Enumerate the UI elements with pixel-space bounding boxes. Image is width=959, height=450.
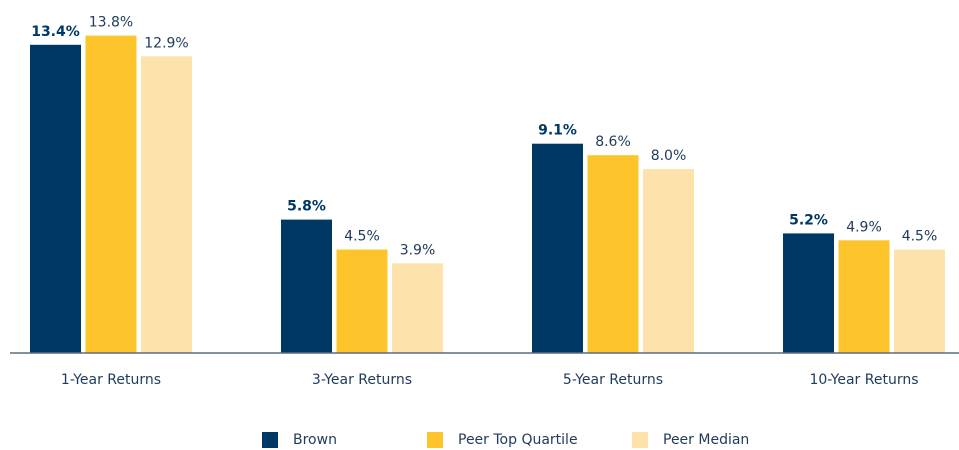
legend-label: Peer Top Quartile — [458, 432, 578, 448]
data-label: 13.4% — [31, 24, 80, 40]
x-tick-label: 5-Year Returns — [563, 372, 663, 388]
data-label: 4.9% — [846, 219, 882, 235]
legend-swatch — [632, 432, 648, 448]
bar — [532, 143, 583, 353]
data-label: 8.6% — [595, 134, 631, 150]
bar — [281, 219, 332, 353]
bar — [894, 249, 945, 353]
data-label: 5.2% — [789, 212, 828, 228]
legend-label: Brown — [293, 432, 337, 448]
legend-swatch — [262, 432, 278, 448]
bar — [587, 155, 639, 353]
bar — [141, 56, 192, 354]
data-label: 4.5% — [902, 229, 938, 245]
legend-label: Peer Median — [663, 432, 749, 448]
data-label: 13.8% — [89, 15, 133, 31]
x-tick-label: 10-Year Returns — [809, 372, 918, 388]
data-label: 3.9% — [400, 242, 436, 258]
bar — [336, 249, 388, 353]
data-label: 4.5% — [344, 229, 380, 245]
bar — [392, 263, 443, 353]
x-tick-label: 1-Year Returns — [61, 372, 161, 388]
data-label: 9.1% — [538, 123, 577, 139]
x-tick-label: 3-Year Returns — [312, 372, 412, 388]
data-label: 5.8% — [287, 199, 326, 215]
data-label: 12.9% — [144, 35, 188, 51]
data-label: 8.0% — [651, 148, 687, 164]
bar — [783, 233, 834, 353]
bar — [30, 44, 81, 354]
bar — [643, 169, 694, 353]
bar — [85, 35, 137, 353]
bar — [838, 240, 890, 353]
legend-swatch — [427, 432, 443, 448]
